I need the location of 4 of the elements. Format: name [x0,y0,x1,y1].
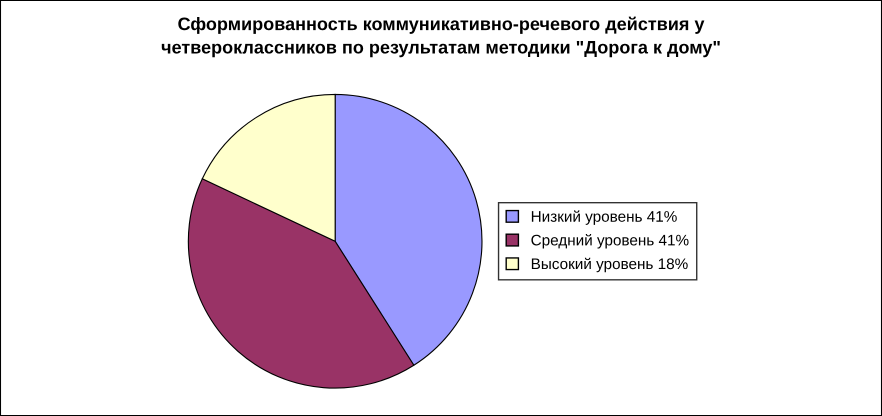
chart-title: Сформированность коммуникативно-речевого действия у четвероклассников по результатам методики "Дорога к дому" [162,16,720,58]
legend-label: Низкий уровень 41% [532,210,677,225]
legend-label: Средний уровень 41% [531,234,689,249]
legend-label: Высокий уровень 18% [532,258,688,272]
